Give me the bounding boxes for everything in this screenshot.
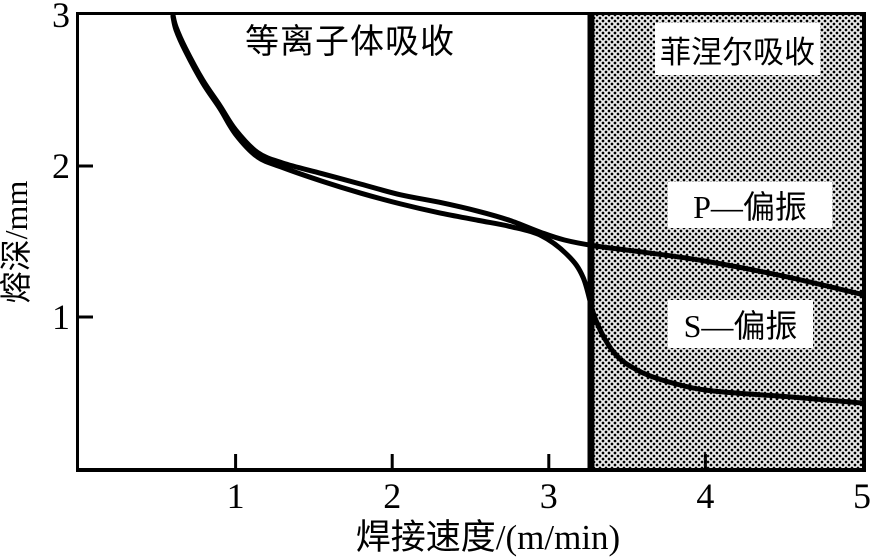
fresnel-absorption-label: 菲涅尔吸收 [660, 34, 815, 70]
x-tick-label: 3 [539, 476, 558, 516]
y-tick-label: 2 [52, 145, 70, 186]
s-polarization-label: S—偏振 [683, 308, 798, 344]
plot-area: 等离子体吸收 菲涅尔吸收 P—偏振 S—偏振 [76, 12, 866, 472]
x-tick-label: 1 [226, 476, 245, 516]
plasma-absorption-label: 等离子体吸收 [245, 24, 455, 61]
y-tick-labels: 3 2 1 [20, 0, 70, 468]
fresnel-absorption-region [591, 15, 862, 468]
fresnel-absorption-label-box: 菲涅尔吸收 [655, 23, 820, 75]
y-tick-label: 3 [52, 0, 70, 35]
x-tick-labels: 1 2 3 4 5 [79, 476, 870, 518]
p-polarization-label: P—偏振 [693, 189, 807, 225]
y-axis-label: 熔深/mm [0, 180, 34, 304]
p-polarization-label-box: P—偏振 [668, 182, 832, 228]
x-tick-label: 2 [383, 476, 402, 516]
x-tick-label: 5 [853, 476, 870, 516]
x-tick-label: 4 [696, 476, 715, 516]
s-polarization-label-box: S—偏振 [668, 300, 813, 348]
y-tick-label: 1 [52, 296, 70, 337]
x-axis-label: 焊接速度/(m/min) [355, 518, 621, 557]
region-boundary-line [587, 15, 595, 468]
